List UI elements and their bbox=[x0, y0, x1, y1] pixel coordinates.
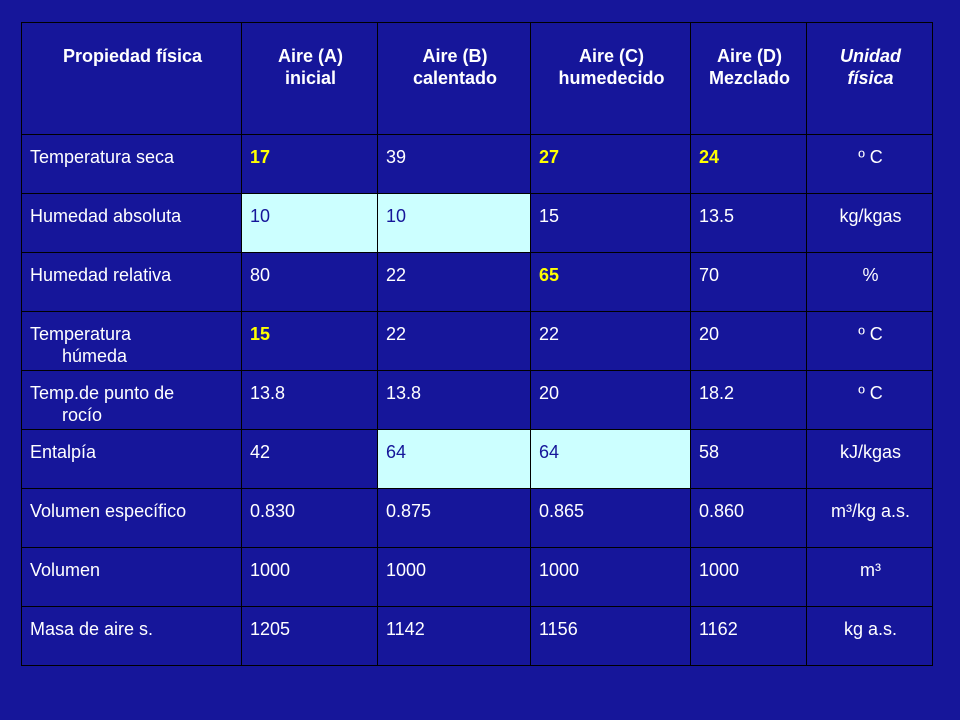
cell-unit: º C bbox=[806, 134, 933, 194]
table-row: Temperatura seca 17 39 27 24 º C bbox=[21, 134, 933, 194]
row-label-text-line2: húmeda bbox=[62, 346, 128, 366]
row-label-text: Volumen bbox=[30, 560, 101, 580]
row-label-text: Temperatura bbox=[30, 324, 132, 344]
table-row: Entalpía 42 64 64 58 kJ/kgas bbox=[21, 429, 933, 489]
row-label-text: Volumen específico bbox=[30, 501, 187, 521]
cell-air-a: 17 bbox=[241, 134, 378, 194]
header-row: Propiedad física Aire (A) inicial Aire (… bbox=[21, 22, 933, 135]
cell-air-c: 1156 bbox=[530, 606, 691, 666]
cell-air-b: 1000 bbox=[377, 547, 531, 607]
row-label: Volumen bbox=[21, 547, 242, 607]
cell-air-b: 13.8 bbox=[377, 370, 531, 430]
cell-unit: kg/kgas bbox=[806, 193, 933, 253]
cell-unit: m³/kg a.s. bbox=[806, 488, 933, 548]
cell-air-a: 1205 bbox=[241, 606, 378, 666]
cell-air-a: 42 bbox=[241, 429, 378, 489]
cell-air-d: 58 bbox=[690, 429, 807, 489]
cell-air-d: 1162 bbox=[690, 606, 807, 666]
row-label: Volumen específico bbox=[21, 488, 242, 548]
cell-air-a: 15 bbox=[241, 311, 378, 371]
row-label-text: Masa de aire s. bbox=[30, 619, 154, 639]
row-label-text-line2: rocío bbox=[62, 405, 103, 425]
table-row: Temperatura húmeda 15 22 22 20 º C bbox=[21, 311, 933, 371]
cell-unit: º C bbox=[806, 311, 933, 371]
row-label: Masa de aire s. bbox=[21, 606, 242, 666]
cell-air-d: 24 bbox=[690, 134, 807, 194]
psychrometric-properties-table: Propiedad física Aire (A) inicial Aire (… bbox=[21, 22, 933, 666]
header-air-b: Aire (B) calentado bbox=[377, 22, 531, 135]
cell-air-d: 13.5 bbox=[690, 193, 807, 253]
row-label-text: Temperatura seca bbox=[30, 147, 175, 167]
cell-unit: º C bbox=[806, 370, 933, 430]
cell-air-c: 27 bbox=[530, 134, 691, 194]
cell-air-b: 10 bbox=[377, 193, 531, 253]
cell-air-a: 1000 bbox=[241, 547, 378, 607]
cell-air-d: 1000 bbox=[690, 547, 807, 607]
cell-air-d: 20 bbox=[690, 311, 807, 371]
row-label-text: Humedad relativa bbox=[30, 265, 172, 285]
cell-air-a: 10 bbox=[241, 193, 378, 253]
header-air-c: Aire (C) humedecido bbox=[530, 22, 691, 135]
cell-unit: % bbox=[806, 252, 933, 312]
cell-air-b: 1142 bbox=[377, 606, 531, 666]
psychrometric-table-container: Propiedad física Aire (A) inicial Aire (… bbox=[21, 22, 933, 666]
cell-unit: kg a.s. bbox=[806, 606, 933, 666]
cell-air-b: 22 bbox=[377, 311, 531, 371]
header-air-d: Aire (D) Mezclado bbox=[690, 22, 807, 135]
cell-air-a: 0.830 bbox=[241, 488, 378, 548]
row-label-text: Humedad absoluta bbox=[30, 206, 182, 226]
cell-air-a: 13.8 bbox=[241, 370, 378, 430]
table-row: Humedad relativa 80 22 65 70 % bbox=[21, 252, 933, 312]
cell-air-c: 65 bbox=[530, 252, 691, 312]
table-row: Volumen 1000 1000 1000 1000 m³ bbox=[21, 547, 933, 607]
row-label: Entalpía bbox=[21, 429, 242, 489]
cell-air-b: 0.875 bbox=[377, 488, 531, 548]
table-row: Volumen específico 0.830 0.875 0.865 0.8… bbox=[21, 488, 933, 548]
cell-air-c: 20 bbox=[530, 370, 691, 430]
row-label: Temperatura húmeda bbox=[21, 311, 242, 371]
cell-unit: m³ bbox=[806, 547, 933, 607]
cell-air-c: 15 bbox=[530, 193, 691, 253]
cell-air-d: 0.860 bbox=[690, 488, 807, 548]
cell-air-d: 70 bbox=[690, 252, 807, 312]
table-row: Humedad absoluta 10 10 15 13.5 kg/kgas bbox=[21, 193, 933, 253]
row-label: Temperatura seca bbox=[21, 134, 242, 194]
table-row: Temp.de punto de rocío 13.8 13.8 20 18.2 … bbox=[21, 370, 933, 430]
row-label: Humedad absoluta bbox=[21, 193, 242, 253]
cell-air-c: 64 bbox=[530, 429, 691, 489]
cell-air-c: 0.865 bbox=[530, 488, 691, 548]
header-property: Propiedad física bbox=[21, 22, 242, 135]
cell-unit: kJ/kgas bbox=[806, 429, 933, 489]
cell-air-a: 80 bbox=[241, 252, 378, 312]
cell-air-c: 1000 bbox=[530, 547, 691, 607]
row-label: Humedad relativa bbox=[21, 252, 242, 312]
cell-air-b: 64 bbox=[377, 429, 531, 489]
row-label-text: Entalpía bbox=[30, 442, 97, 462]
cell-air-c: 22 bbox=[530, 311, 691, 371]
cell-air-b: 22 bbox=[377, 252, 531, 312]
table-row: Masa de aire s. 1205 1142 1156 1162 kg a… bbox=[21, 606, 933, 666]
cell-air-b: 39 bbox=[377, 134, 531, 194]
row-label: Temp.de punto de rocío bbox=[21, 370, 242, 430]
cell-air-d: 18.2 bbox=[690, 370, 807, 430]
header-unit: Unidad física bbox=[806, 22, 933, 135]
row-label-text: Temp.de punto de bbox=[30, 383, 175, 403]
header-air-a: Aire (A) inicial bbox=[241, 22, 378, 135]
